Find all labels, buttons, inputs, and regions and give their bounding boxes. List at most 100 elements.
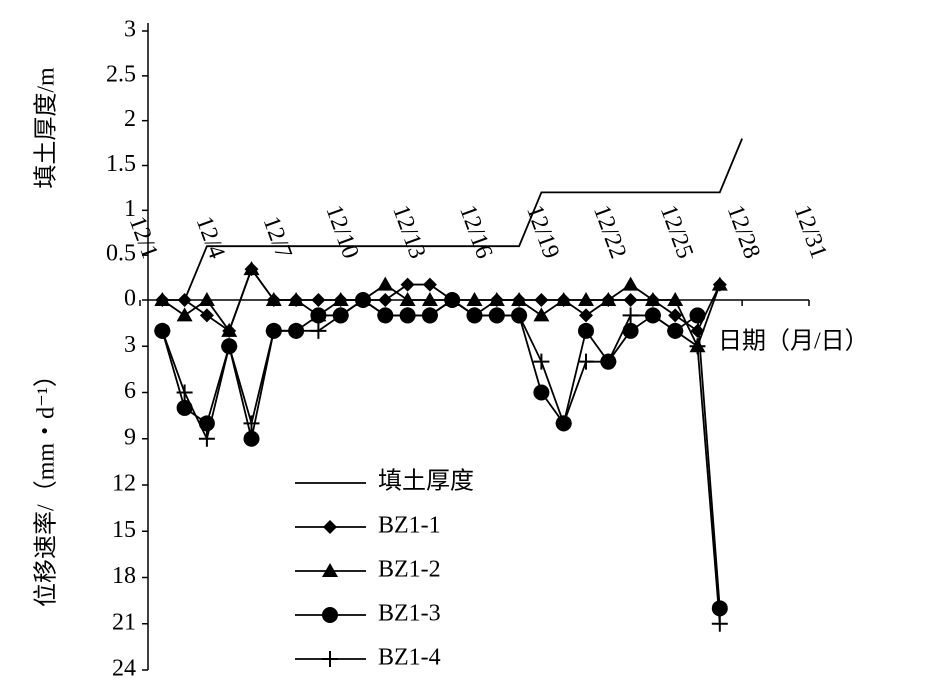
data-point bbox=[199, 308, 214, 323]
data-point bbox=[176, 307, 193, 322]
data-point bbox=[198, 430, 215, 447]
legend-marker bbox=[323, 520, 337, 534]
data-point bbox=[644, 307, 661, 324]
data-point bbox=[711, 600, 728, 617]
x-tick-label: 12/16 bbox=[454, 202, 497, 262]
y2-tick-label: 24 bbox=[112, 656, 136, 682]
y2-tick-label: 18 bbox=[112, 563, 136, 589]
y-tick-label: 2 bbox=[124, 106, 136, 132]
data-point bbox=[578, 292, 594, 306]
data-point bbox=[444, 292, 461, 308]
series-line bbox=[161, 298, 721, 609]
data-point bbox=[243, 430, 260, 447]
data-point bbox=[377, 307, 394, 324]
data-point bbox=[265, 292, 282, 306]
data-point bbox=[579, 308, 593, 323]
data-point bbox=[198, 292, 215, 306]
legend-label: BZ1-1 bbox=[378, 513, 441, 539]
y2-tick-label: 21 bbox=[112, 609, 136, 635]
data-point bbox=[310, 322, 327, 339]
y-tick-label: 0 bbox=[124, 286, 136, 312]
data-point bbox=[644, 292, 661, 306]
y2-tick-label: 6 bbox=[124, 378, 136, 404]
data-point bbox=[578, 353, 594, 370]
data-point bbox=[689, 307, 706, 324]
legend-marker bbox=[322, 607, 338, 623]
x-tick-label: 12/10 bbox=[320, 202, 363, 262]
data-point bbox=[533, 307, 550, 322]
data-point bbox=[533, 353, 550, 370]
legend-label: BZ1-3 bbox=[378, 601, 441, 627]
data-point bbox=[668, 308, 683, 323]
data-point bbox=[667, 292, 684, 306]
data-point bbox=[511, 307, 528, 324]
data-point bbox=[689, 338, 706, 355]
data-point bbox=[711, 276, 728, 291]
data-point bbox=[176, 399, 193, 416]
data-point bbox=[332, 292, 349, 306]
y-tick-label: 1.5 bbox=[106, 151, 136, 177]
data-point bbox=[533, 384, 550, 401]
data-point bbox=[378, 293, 393, 307]
data-point bbox=[711, 615, 728, 632]
data-point bbox=[488, 307, 505, 324]
data-point bbox=[555, 415, 572, 432]
series-line bbox=[161, 298, 721, 624]
data-point bbox=[488, 292, 505, 306]
y-tick-label: 2.5 bbox=[106, 61, 136, 87]
data-point bbox=[622, 322, 639, 339]
data-point bbox=[177, 293, 192, 307]
data-point bbox=[600, 353, 617, 370]
legend-label: BZ1-2 bbox=[378, 557, 441, 583]
data-point bbox=[466, 292, 483, 306]
data-point bbox=[578, 322, 594, 339]
x-tick-label: 12/25 bbox=[655, 202, 698, 262]
y-axis-label: 填土厚度/m bbox=[33, 67, 60, 189]
data-point bbox=[555, 292, 572, 306]
y-tick-label: 3 bbox=[124, 17, 136, 43]
data-point bbox=[355, 292, 371, 308]
y2-tick-label: 12 bbox=[112, 471, 136, 497]
x-tick-label: 12/22 bbox=[588, 202, 631, 262]
y2-tick-label: 3 bbox=[124, 332, 136, 358]
data-point bbox=[667, 322, 684, 339]
data-point bbox=[421, 292, 438, 306]
data-point bbox=[421, 307, 438, 324]
data-point bbox=[511, 292, 528, 306]
data-point bbox=[288, 322, 305, 339]
x-tick-label: 12/31 bbox=[789, 202, 832, 262]
y2-tick-label: 15 bbox=[112, 517, 136, 543]
data-point bbox=[600, 292, 617, 306]
data-point bbox=[221, 322, 238, 337]
data-point bbox=[623, 293, 638, 307]
x-tick-label: 12/13 bbox=[387, 202, 430, 262]
legend-marker bbox=[322, 563, 338, 577]
data-point bbox=[622, 276, 639, 291]
data-point bbox=[332, 307, 349, 324]
data-point bbox=[377, 276, 394, 291]
legend-label: 填土厚度 bbox=[378, 468, 474, 495]
x-tick-label: 12/19 bbox=[521, 202, 564, 262]
y-tick-label: 1 bbox=[124, 196, 136, 222]
data-point bbox=[400, 277, 415, 292]
data-point bbox=[466, 307, 483, 324]
data-point bbox=[534, 293, 549, 307]
data-point bbox=[288, 292, 305, 306]
y-tick-label: 0.5 bbox=[106, 241, 136, 267]
x-tick-label: 12/4 bbox=[191, 213, 230, 262]
data-point bbox=[176, 384, 193, 401]
data-point bbox=[399, 307, 416, 324]
y2-axis-label: 位移速率/（mm・d⁻¹） bbox=[33, 363, 60, 607]
data-point bbox=[399, 292, 416, 306]
legend-label: BZ1-4 bbox=[378, 645, 441, 671]
legend-marker bbox=[322, 651, 338, 667]
y2-tick-label: 9 bbox=[124, 424, 136, 450]
data-point bbox=[422, 277, 437, 292]
x-tick-label: 12/28 bbox=[722, 202, 765, 262]
data-point bbox=[310, 307, 327, 324]
x-axis-label: 日期（月/日） bbox=[718, 329, 869, 355]
data-point bbox=[243, 261, 260, 276]
x-tick-label: 12/7 bbox=[258, 213, 297, 262]
series-line bbox=[183, 138, 743, 301]
